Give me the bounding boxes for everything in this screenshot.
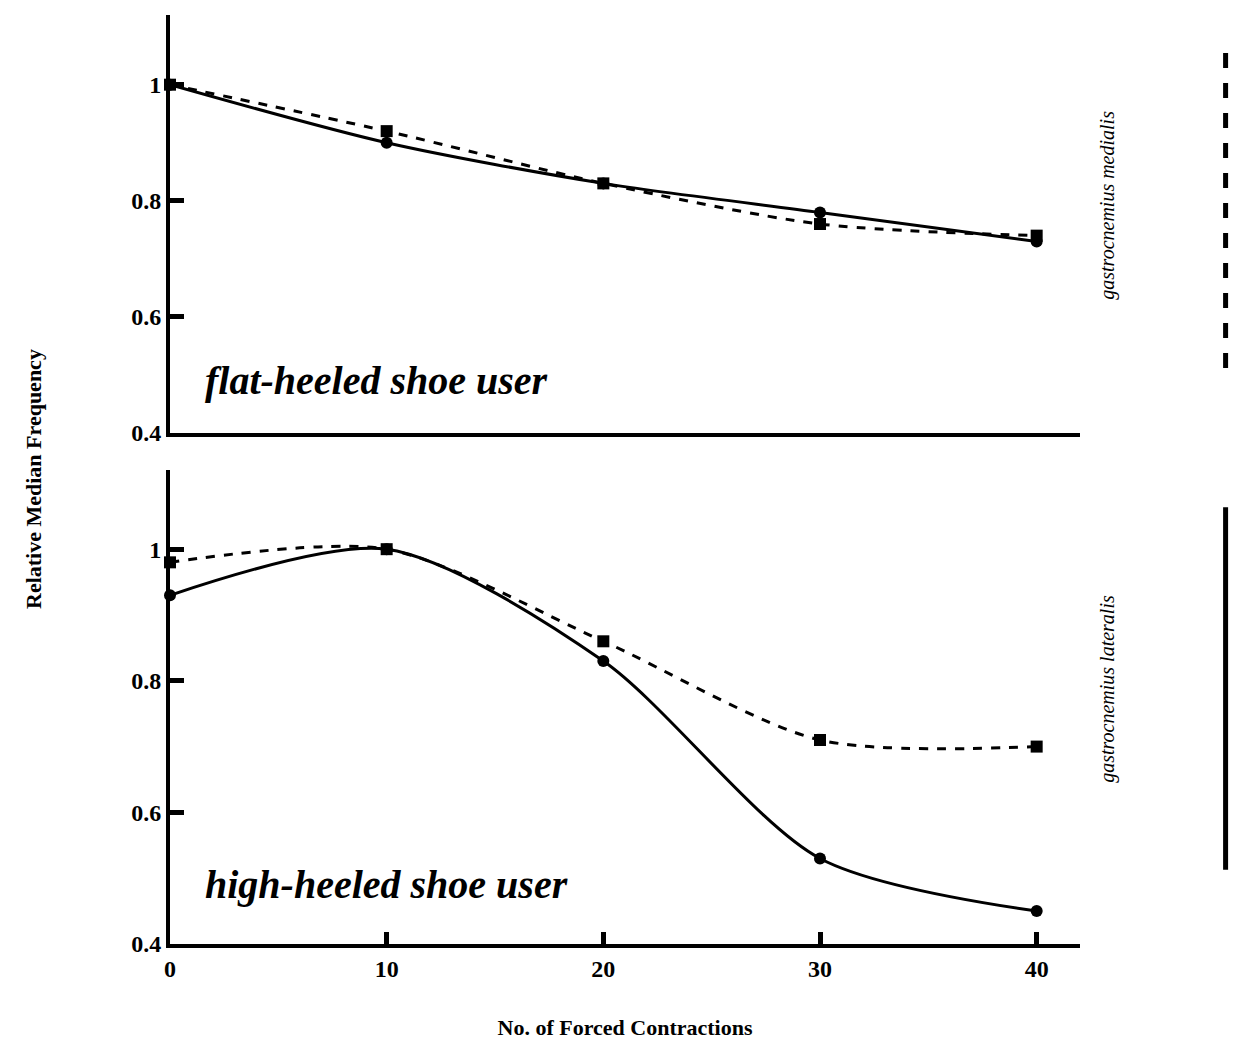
svg-text:1: 1 [149,72,161,98]
svg-text:gastrocnemius lateralis: gastrocnemius lateralis [1096,595,1119,783]
svg-text:0.6: 0.6 [131,800,161,826]
svg-text:1: 1 [149,537,161,563]
svg-text:No. of Forced Contractions: No. of Forced Contractions [498,1015,753,1040]
svg-text:0: 0 [164,956,176,982]
svg-text:0.8: 0.8 [131,188,161,214]
svg-text:0.4: 0.4 [131,420,161,446]
svg-text:0.4: 0.4 [131,931,161,957]
svg-text:Relative Median Frequency: Relative Median Frequency [21,349,46,609]
svg-text:gastrocnemius medialis: gastrocnemius medialis [1096,111,1119,300]
svg-text:0.8: 0.8 [131,668,161,694]
svg-text:40: 40 [1025,956,1049,982]
svg-text:20: 20 [591,956,615,982]
svg-text:flat-heeled shoe user: flat-heeled shoe user [205,358,548,403]
svg-text:0.6: 0.6 [131,304,161,330]
svg-text:high-heeled shoe user: high-heeled shoe user [205,862,568,907]
svg-text:30: 30 [808,956,832,982]
svg-text:10: 10 [375,956,399,982]
